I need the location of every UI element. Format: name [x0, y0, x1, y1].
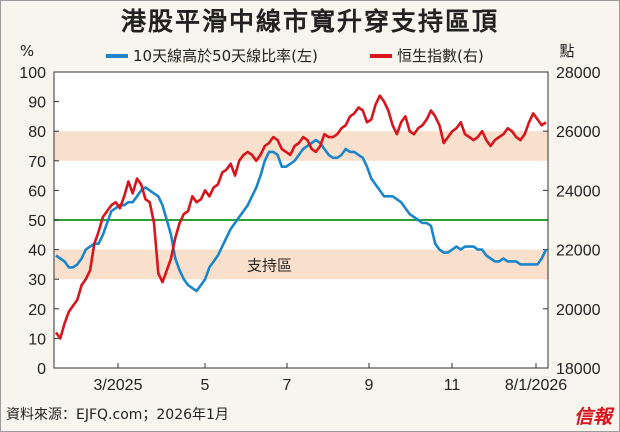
left-tick-label: 80	[28, 124, 46, 141]
right-tick-label: 18000	[556, 361, 601, 378]
left-tick-label: 10	[28, 331, 46, 348]
right-tick-label: 28000	[556, 65, 601, 82]
band-label: 支持區	[247, 256, 292, 274]
x-tick-label: 8/1/2026	[505, 377, 567, 394]
right-tick-label: 22000	[556, 243, 601, 260]
right-tick-label: 20000	[556, 302, 601, 319]
left-tick-label: 40	[28, 243, 46, 260]
band-1	[54, 131, 548, 161]
left-axis-unit: %	[20, 42, 34, 60]
band-0	[54, 249, 548, 280]
source-note: 資料來源：EJFQ.com；2026年1月	[6, 407, 229, 423]
right-tick-label: 24000	[556, 183, 601, 200]
legend-label-0: 10天線高於50天線比率(左)	[133, 47, 318, 65]
chart-title: 港股平滑中線市寬升穿支持區頂	[120, 7, 499, 36]
x-tick-label: 7	[283, 377, 292, 394]
x-tick-label: 5	[201, 377, 210, 394]
x-tick-label: 3/2025	[94, 377, 143, 394]
x-tick-label: 11	[444, 377, 461, 394]
series-line-1	[54, 94, 547, 340]
left-tick-label: 0	[37, 361, 46, 378]
left-tick-label: 20	[28, 302, 46, 319]
brand-logo: 信報	[573, 406, 612, 428]
legend-label-1: 恒生指數(右)	[397, 47, 484, 65]
left-tick-label: 90	[28, 95, 46, 112]
left-tick-label: 100	[19, 65, 46, 82]
left-tick-label: 50	[28, 213, 46, 230]
left-tick-label: 60	[28, 183, 46, 200]
right-axis-unit: 點	[559, 42, 574, 60]
x-tick-label: 9	[365, 377, 374, 394]
series-line-0	[55, 138, 548, 293]
right-tick-label: 26000	[556, 124, 601, 141]
left-tick-label: 30	[28, 272, 46, 289]
left-tick-label: 70	[28, 154, 46, 171]
